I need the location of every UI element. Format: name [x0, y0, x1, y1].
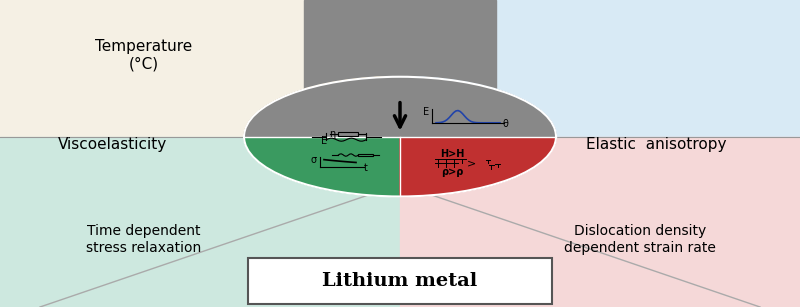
Text: ρ>ρ: ρ>ρ — [441, 167, 463, 177]
Wedge shape — [244, 137, 400, 196]
Polygon shape — [0, 137, 400, 307]
Text: Elastic  anisotropy: Elastic anisotropy — [586, 137, 726, 152]
Text: Temperature
(°C): Temperature (°C) — [95, 39, 193, 72]
Text: >: > — [467, 158, 477, 168]
Text: E: E — [321, 136, 327, 146]
Bar — [338, 132, 358, 136]
Text: Viscoelasticity: Viscoelasticity — [58, 137, 166, 152]
Bar — [400, 0, 800, 137]
Bar — [358, 154, 373, 156]
Wedge shape — [244, 77, 556, 137]
Text: η: η — [329, 129, 335, 138]
Wedge shape — [400, 77, 556, 137]
Wedge shape — [400, 137, 556, 196]
Text: E: E — [423, 107, 430, 117]
FancyBboxPatch shape — [248, 258, 552, 304]
Text: t: t — [364, 163, 367, 173]
Text: θ: θ — [502, 119, 509, 129]
Text: Lithium metal: Lithium metal — [322, 272, 478, 290]
Wedge shape — [244, 77, 400, 137]
Text: H>H: H>H — [440, 149, 464, 158]
Polygon shape — [400, 137, 800, 307]
Text: Dislocation density
dependent strain rate: Dislocation density dependent strain rat… — [564, 224, 716, 255]
Polygon shape — [304, 0, 496, 137]
Text: Time dependent
stress relaxation: Time dependent stress relaxation — [86, 224, 202, 255]
Text: σ: σ — [310, 155, 317, 165]
Bar — [0, 0, 400, 137]
